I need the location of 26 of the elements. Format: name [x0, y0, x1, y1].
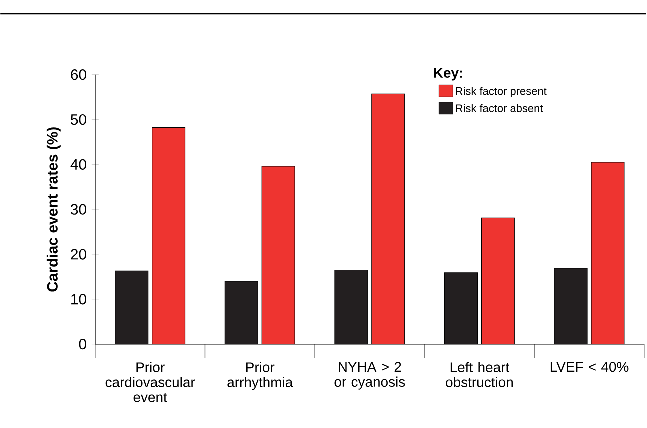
bar: [262, 166, 296, 344]
bar: [224, 281, 258, 344]
legend-label: Risk factor absent: [456, 104, 544, 112]
bar: [115, 270, 149, 344]
bar: [591, 162, 625, 344]
y-tick-label: 0: [79, 338, 86, 350]
bar: [444, 272, 478, 344]
y-tick-label: 10: [72, 294, 86, 305]
x-tick-label: Left heart obstruction: [446, 362, 513, 388]
bar: [152, 127, 186, 344]
legend-label: Risk factor present: [456, 87, 547, 98]
y-tick-label: 60: [71, 69, 86, 80]
y-tick-label: 20: [71, 249, 86, 260]
x-tick-label: LVEF < 40%: [550, 362, 629, 372]
legend-title: Key:: [434, 68, 462, 81]
bar: [481, 218, 515, 344]
y-tick-label: 30: [70, 204, 86, 215]
bar: [554, 268, 588, 344]
y-tick-label: 40: [70, 159, 86, 170]
bar: [372, 94, 406, 344]
x-tick-label: Prior arrhythmia: [228, 362, 294, 390]
x-tick-label: NYHA > 2 or cyanosis: [334, 362, 406, 390]
bar: [334, 270, 368, 344]
y-axis-title: Cardiac event rates (%): [46, 127, 61, 292]
y-tick-label: 50: [71, 114, 86, 125]
x-tick-label: Prior cardiovascular event: [106, 362, 196, 402]
